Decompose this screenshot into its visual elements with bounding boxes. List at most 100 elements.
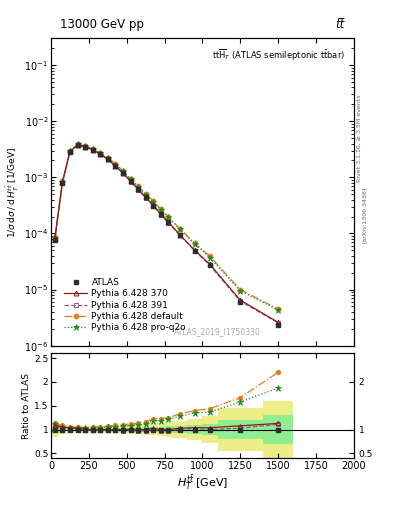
Pythia 6.428 pro-q2o <box>158 207 163 213</box>
Pythia 6.428 default <box>208 253 212 260</box>
Pythia 6.428 default <box>128 176 133 182</box>
Pythia 6.428 370 <box>128 178 133 184</box>
Text: $\mathrm{tt\overline{H}}_T$ (ATLAS semileptonic $\mathrm{t\bar{t}}$bar): $\mathrm{tt\overline{H}}_T$ (ATLAS semil… <box>211 48 345 62</box>
Pythia 6.428 370 <box>193 247 197 253</box>
Pythia 6.428 pro-q2o <box>105 155 110 161</box>
Pythia 6.428 default <box>53 234 57 241</box>
ATLAS <box>136 186 140 192</box>
ATLAS <box>208 262 212 268</box>
ATLAS <box>166 219 171 225</box>
Pythia 6.428 default <box>105 155 110 161</box>
ATLAS <box>98 151 103 157</box>
Pythia 6.428 370 <box>68 148 72 155</box>
Pythia 6.428 391 <box>53 236 57 242</box>
Pythia 6.428 370 <box>83 144 88 150</box>
ATLAS <box>68 149 72 155</box>
ATLAS <box>90 147 95 153</box>
ATLAS <box>60 180 65 186</box>
Pythia 6.428 pro-q2o <box>75 141 80 147</box>
Pythia 6.428 default <box>166 214 171 220</box>
Pythia 6.428 pro-q2o <box>128 176 133 182</box>
Pythia 6.428 391 <box>208 262 212 268</box>
Pythia 6.428 391 <box>68 149 72 155</box>
Text: 13000 GeV pp: 13000 GeV pp <box>60 18 144 31</box>
Pythia 6.428 391 <box>75 142 80 148</box>
Pythia 6.428 370 <box>151 202 156 208</box>
Pythia 6.428 default <box>151 198 156 204</box>
ATLAS <box>75 142 80 148</box>
Text: [arXiv:1306.3436]: [arXiv:1306.3436] <box>362 187 367 243</box>
Pythia 6.428 391 <box>177 232 182 238</box>
Pythia 6.428 370 <box>98 151 103 157</box>
Y-axis label: Ratio to ATLAS: Ratio to ATLAS <box>22 373 31 439</box>
Line: Pythia 6.428 default: Pythia 6.428 default <box>52 142 281 311</box>
Y-axis label: $1/\sigma\,\mathrm{d}\sigma\,/\,\mathrm{d}\,H_T^{t\bar{t}}\;[1/\mathrm{GeV}]$: $1/\sigma\,\mathrm{d}\sigma\,/\,\mathrm{… <box>5 146 21 238</box>
Pythia 6.428 pro-q2o <box>193 241 197 247</box>
ATLAS <box>193 248 197 254</box>
Pythia 6.428 default <box>68 148 72 154</box>
Pythia 6.428 391 <box>83 144 88 150</box>
Pythia 6.428 370 <box>75 142 80 148</box>
Pythia 6.428 391 <box>143 195 148 201</box>
ATLAS <box>105 156 110 162</box>
Pythia 6.428 pro-q2o <box>53 235 57 241</box>
ATLAS <box>238 299 242 305</box>
Pythia 6.428 pro-q2o <box>143 191 148 198</box>
Pythia 6.428 370 <box>166 219 171 225</box>
Pythia 6.428 391 <box>60 180 65 186</box>
Legend: ATLAS, Pythia 6.428 370, Pythia 6.428 391, Pythia 6.428 default, Pythia 6.428 pr: ATLAS, Pythia 6.428 370, Pythia 6.428 39… <box>62 275 189 335</box>
Pythia 6.428 391 <box>276 319 281 326</box>
X-axis label: $H_T^{t\bar{t}}\;[\mathrm{GeV}]$: $H_T^{t\bar{t}}\;[\mathrm{GeV}]$ <box>177 474 228 493</box>
ATLAS <box>121 170 125 176</box>
Pythia 6.428 370 <box>158 211 163 217</box>
ATLAS <box>151 203 156 209</box>
Pythia 6.428 391 <box>166 220 171 226</box>
Pythia 6.428 default <box>60 178 65 184</box>
ATLAS <box>177 232 182 239</box>
Pythia 6.428 pro-q2o <box>177 226 182 232</box>
Pythia 6.428 370 <box>113 163 118 169</box>
Pythia 6.428 391 <box>158 211 163 218</box>
ATLAS <box>128 178 133 184</box>
Pythia 6.428 pro-q2o <box>151 199 156 205</box>
Pythia 6.428 default <box>121 167 125 174</box>
Pythia 6.428 391 <box>128 179 133 185</box>
Pythia 6.428 pro-q2o <box>136 184 140 190</box>
Pythia 6.428 370 <box>60 179 65 185</box>
ATLAS <box>276 322 281 328</box>
ATLAS <box>83 144 88 150</box>
Pythia 6.428 391 <box>193 248 197 254</box>
Pythia 6.428 370 <box>121 170 125 176</box>
Pythia 6.428 default <box>83 143 88 149</box>
Pythia 6.428 370 <box>136 186 140 192</box>
Pythia 6.428 default <box>98 150 103 156</box>
Pythia 6.428 370 <box>208 261 212 267</box>
Pythia 6.428 default <box>75 141 80 147</box>
Pythia 6.428 default <box>136 183 140 189</box>
Pythia 6.428 391 <box>136 187 140 193</box>
Pythia 6.428 370 <box>177 231 182 238</box>
Pythia 6.428 pro-q2o <box>276 307 281 313</box>
Pythia 6.428 default <box>113 161 118 167</box>
Text: tt̅: tt̅ <box>335 18 345 31</box>
Pythia 6.428 pro-q2o <box>166 214 171 220</box>
Text: Rivet 3.1.10, ≥ 3.5M events: Rivet 3.1.10, ≥ 3.5M events <box>357 95 362 182</box>
Line: Pythia 6.428 370: Pythia 6.428 370 <box>52 142 281 325</box>
Pythia 6.428 370 <box>90 147 95 153</box>
Pythia 6.428 default <box>143 190 148 197</box>
ATLAS <box>158 211 163 217</box>
Pythia 6.428 391 <box>90 147 95 153</box>
Pythia 6.428 391 <box>151 203 156 209</box>
Pythia 6.428 pro-q2o <box>90 146 95 152</box>
Pythia 6.428 391 <box>238 298 242 304</box>
Pythia 6.428 370 <box>238 297 242 303</box>
Text: ATLAS_2019_I1750330: ATLAS_2019_I1750330 <box>174 327 261 336</box>
Pythia 6.428 pro-q2o <box>208 254 212 261</box>
Pythia 6.428 pro-q2o <box>60 179 65 185</box>
Pythia 6.428 391 <box>121 170 125 176</box>
ATLAS <box>53 238 57 244</box>
Pythia 6.428 370 <box>105 156 110 162</box>
Pythia 6.428 default <box>158 206 163 212</box>
Pythia 6.428 391 <box>105 157 110 163</box>
Pythia 6.428 370 <box>53 235 57 241</box>
